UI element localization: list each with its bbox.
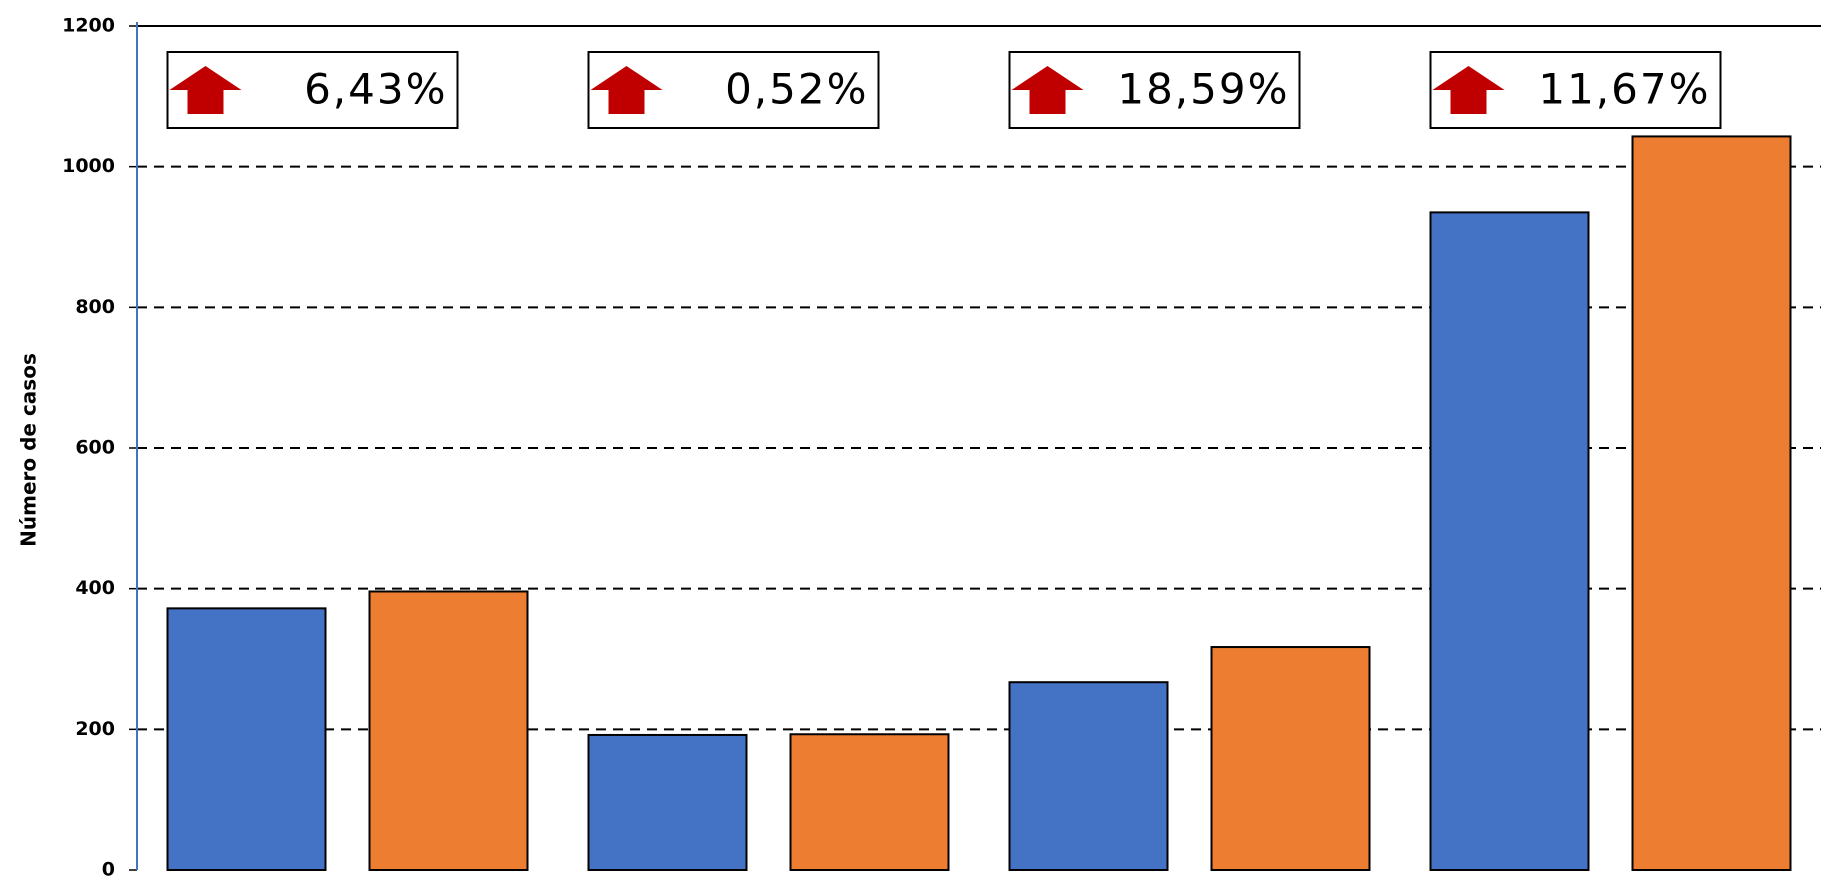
y-tick-label: 600 bbox=[75, 437, 115, 459]
bar bbox=[587, 733, 748, 872]
annotation: 0,52% bbox=[725, 65, 868, 114]
bar bbox=[1008, 681, 1169, 872]
annotation: 6,43% bbox=[304, 65, 447, 114]
y-tick-label: 0 bbox=[102, 859, 115, 879]
y-tick-label: 400 bbox=[75, 577, 115, 599]
y-axis-label: Número de casos bbox=[17, 353, 41, 547]
y-tick-label: 800 bbox=[75, 296, 115, 318]
up-arrow bbox=[1432, 66, 1505, 114]
up-arrow bbox=[169, 66, 242, 114]
bar bbox=[1210, 646, 1371, 871]
annotation: 11,67% bbox=[1538, 65, 1710, 114]
y-tick-label: 200 bbox=[75, 718, 115, 740]
bar bbox=[1429, 211, 1590, 871]
y-tick-label: 1000 bbox=[62, 155, 115, 177]
bar bbox=[166, 607, 327, 871]
bar bbox=[368, 590, 529, 871]
up-arrow bbox=[590, 66, 663, 114]
bar bbox=[789, 733, 950, 871]
bar bbox=[1631, 135, 1792, 871]
up-arrow bbox=[1011, 66, 1084, 114]
y-tick-label: 1200 bbox=[62, 15, 115, 37]
annotation: 18,59% bbox=[1117, 65, 1289, 114]
